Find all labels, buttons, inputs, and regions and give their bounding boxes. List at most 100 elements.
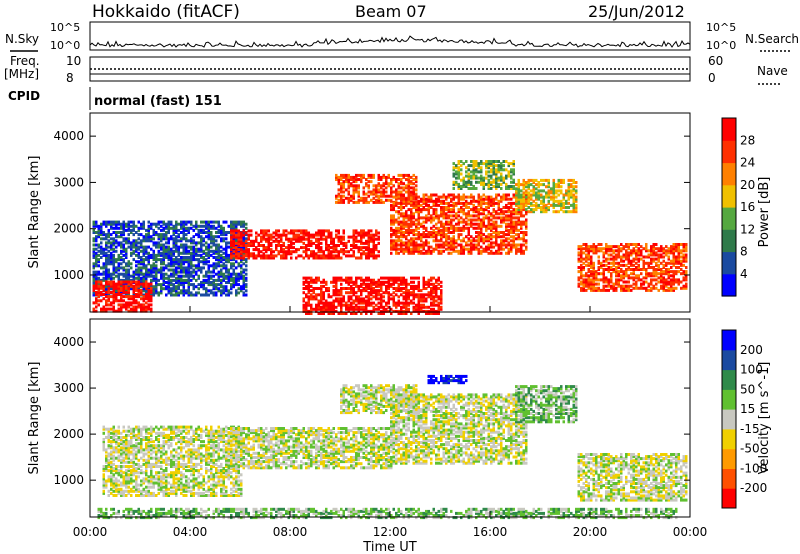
power-cell xyxy=(435,237,438,241)
power-cell xyxy=(182,258,185,262)
power-cell xyxy=(337,231,340,235)
power-cell xyxy=(470,251,473,255)
power-cell xyxy=(375,237,378,241)
power-cell xyxy=(365,301,368,305)
power-cell xyxy=(672,253,675,257)
power-cell xyxy=(495,226,498,230)
power-cell xyxy=(672,263,675,267)
power-cell xyxy=(372,307,375,311)
power-cell xyxy=(517,193,520,197)
power-cell xyxy=(355,246,358,250)
power-cell xyxy=(610,280,613,284)
power-cell xyxy=(407,195,410,199)
power-cell xyxy=(255,235,258,239)
power-cell xyxy=(480,201,483,205)
power-cell xyxy=(587,278,590,282)
power-cell xyxy=(422,220,425,224)
power-cell xyxy=(242,222,245,226)
power-cell xyxy=(540,183,543,187)
power-cell xyxy=(612,259,615,263)
power-cell xyxy=(395,203,398,207)
power-cell xyxy=(622,270,625,274)
power-cell xyxy=(515,243,518,247)
power-cell xyxy=(470,214,473,218)
power-cell xyxy=(670,280,673,284)
power-cell xyxy=(237,233,240,237)
power-cell xyxy=(325,305,328,309)
power-cell xyxy=(530,203,533,207)
power-cell xyxy=(382,173,385,177)
power-cell xyxy=(515,220,518,224)
power-cell xyxy=(127,282,130,286)
power-cell xyxy=(237,237,240,241)
power-cell xyxy=(130,253,133,257)
power-cell xyxy=(492,222,495,226)
power-cell xyxy=(352,254,355,258)
power-cell xyxy=(157,293,160,297)
power-cell xyxy=(312,297,315,301)
power-cell xyxy=(657,253,660,257)
power-cell xyxy=(445,243,448,247)
power-cell xyxy=(242,241,245,245)
power-cell xyxy=(225,270,228,274)
power-cell xyxy=(222,256,225,259)
power-cell xyxy=(237,283,240,287)
power-cell xyxy=(590,272,593,276)
power-cell xyxy=(625,268,628,271)
power-cell xyxy=(685,255,688,259)
power-cell xyxy=(362,233,365,237)
power-cell xyxy=(105,241,108,245)
power-cell xyxy=(145,284,148,288)
power-cell xyxy=(512,237,515,241)
power-cell xyxy=(547,208,550,212)
power-cell xyxy=(237,220,240,224)
power-cell xyxy=(230,237,233,241)
power-cell xyxy=(375,188,378,192)
power-cell xyxy=(490,222,493,226)
power-cell xyxy=(360,291,363,295)
power-cell xyxy=(217,247,220,251)
power-cell xyxy=(350,278,353,282)
power-cell xyxy=(610,247,613,251)
power-cell xyxy=(105,258,108,262)
power-cell xyxy=(252,254,255,258)
power-cell xyxy=(367,229,370,233)
power-cell xyxy=(317,241,320,245)
power-cell xyxy=(180,274,183,278)
power-cell xyxy=(680,251,683,255)
power-cell xyxy=(447,193,450,197)
power-cell xyxy=(357,309,360,313)
power-cell xyxy=(222,231,225,234)
power-cell xyxy=(127,233,130,237)
power-cell xyxy=(527,185,530,189)
power-cell xyxy=(275,229,278,233)
power-cell xyxy=(145,256,148,259)
power-cell xyxy=(470,201,473,205)
power-cell xyxy=(425,208,428,212)
power-cell xyxy=(137,266,140,270)
power-cell xyxy=(290,237,293,241)
power-cell xyxy=(482,247,485,251)
power-cell xyxy=(422,195,425,199)
power-cell xyxy=(402,251,405,255)
power-cell xyxy=(407,297,410,301)
power-cell xyxy=(180,256,183,259)
power-cell xyxy=(260,229,263,233)
power-cell xyxy=(132,305,135,309)
power-cell xyxy=(310,250,313,254)
power-cell xyxy=(532,187,535,191)
power-cell xyxy=(652,253,655,257)
power-cell xyxy=(507,222,510,226)
power-cell xyxy=(280,237,283,241)
power-cell xyxy=(157,226,160,230)
power-cell xyxy=(220,268,223,272)
power-cell xyxy=(220,256,223,259)
power-cell xyxy=(657,288,660,292)
power-cell xyxy=(372,301,375,305)
power-cell xyxy=(152,251,155,255)
power-cell xyxy=(380,287,383,290)
power-cell xyxy=(360,241,363,245)
power-cell xyxy=(435,208,438,212)
power-cell xyxy=(620,288,623,292)
power-cell xyxy=(120,309,123,313)
